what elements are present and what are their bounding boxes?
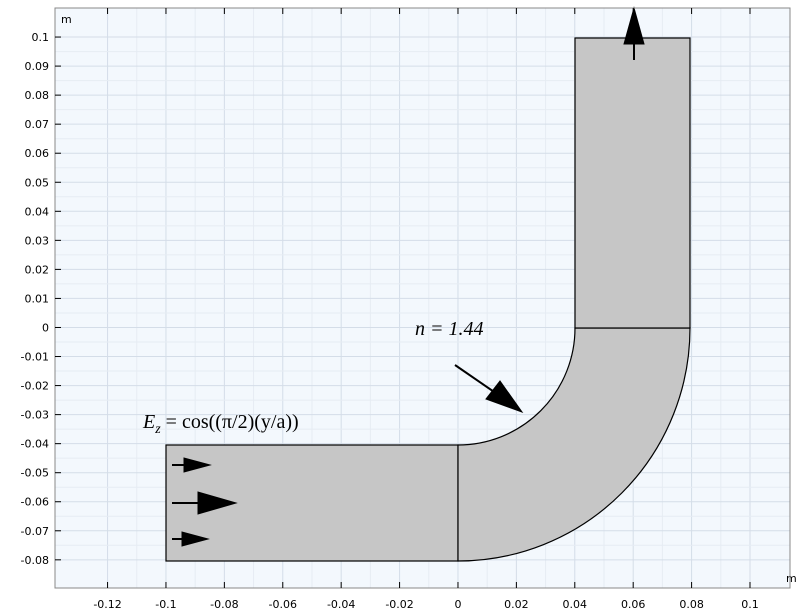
x-tick-label: 0.08 (679, 598, 704, 611)
field-sub: z (154, 422, 161, 437)
x-tick-label: 0.06 (621, 598, 646, 611)
y-tick-label: -0.03 (21, 409, 49, 422)
y-tick-label: 0.09 (25, 60, 50, 73)
y-tick-label: 0.08 (25, 89, 50, 102)
x-tick-label: 0.04 (563, 598, 588, 611)
inlet-arrow-head (197, 491, 238, 515)
y-tick-label: -0.02 (21, 380, 49, 393)
field-annotation: Ez = cos((π/2)(y/a)) (142, 411, 299, 437)
inlet-arrow-head (181, 531, 210, 547)
inlet-arrow-head (183, 457, 212, 473)
x-tick-label: -0.02 (385, 598, 413, 611)
y-tick-label: -0.08 (21, 554, 49, 567)
y-unit: m (61, 13, 72, 26)
x-tick-label: -0.04 (327, 598, 355, 611)
x-tick-label: -0.08 (210, 598, 238, 611)
bend (457, 327, 691, 562)
arrows (172, 6, 645, 547)
y-tick-label: 0.07 (25, 118, 50, 131)
y-tick-label: -0.05 (21, 467, 49, 480)
pointer-arrow-head (485, 380, 524, 414)
y-tick-label: -0.01 (21, 351, 49, 364)
y-tick-label: 0.01 (25, 292, 50, 305)
output-waveguide (574, 37, 691, 329)
x-tick-label: 0 (454, 598, 461, 611)
y-tick-label: 0.03 (25, 234, 50, 247)
y-tick-label: -0.07 (21, 525, 49, 538)
y-tick-label: 0.1 (32, 31, 50, 44)
x-tick-label: 0.1 (741, 598, 759, 611)
outlet-arrow-head (623, 6, 645, 45)
y-tick-label: 0.04 (25, 205, 50, 218)
y-tick-label: 0.02 (25, 263, 50, 276)
x-tick-label: -0.1 (155, 598, 176, 611)
x-tick-label: 0.02 (504, 598, 529, 611)
x-tick-label: -0.06 (269, 598, 297, 611)
y-tick-label: 0.06 (25, 147, 50, 160)
index-annotation: n = 1.44 (415, 318, 484, 340)
geometry (165, 37, 691, 562)
field-rhs: = cos((π/2)(y/a)) (161, 411, 299, 433)
x-unit: m (786, 572, 797, 585)
x-tick-label: -0.12 (93, 598, 121, 611)
field-lhs: E (142, 411, 155, 433)
y-tick-label: 0.05 (25, 176, 50, 189)
y-tick-label: -0.04 (21, 438, 49, 451)
y-tick-label: 0 (42, 321, 49, 334)
y-tick-label: -0.06 (21, 496, 49, 509)
